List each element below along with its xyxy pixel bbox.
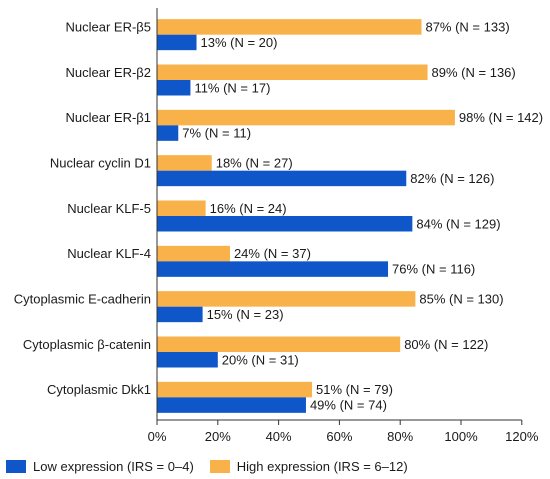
bar-2-low — [157, 125, 179, 141]
category-label-5: Nuclear KLF-4 — [67, 246, 151, 261]
data-label-high-4: 16% (N = 24) — [210, 201, 287, 216]
bar-0-high — [157, 19, 422, 35]
data-label-low-5: 76% (N = 116) — [392, 262, 475, 277]
legend: Low expression (IRS = 0–4) High expressi… — [6, 459, 424, 474]
data-label-high-0: 87% (N = 133) — [425, 19, 509, 34]
data-label-low-3: 82% (N = 126) — [410, 171, 494, 186]
data-label-low-2: 7% (N = 11) — [182, 126, 251, 141]
bar-chart: 87% (N = 133) 13% (N = 20) Nuclear ER-β5 89… — [14, 8, 543, 444]
legend-label-high: High expression (IRS = 6–12) — [236, 459, 408, 474]
data-label-high-1: 89% (N = 136) — [432, 65, 516, 80]
legend-label-low: Low expression (IRS = 0–4) — [33, 459, 194, 474]
category-label-0: Nuclear ER-β5 — [65, 19, 151, 34]
bar-8-low — [157, 397, 306, 413]
bar-1-high — [157, 64, 428, 80]
data-label-high-7: 80% (N = 122) — [404, 337, 488, 352]
bar-6-low — [157, 306, 203, 323]
bar-4-high — [157, 200, 206, 216]
category-label-8: Cytoplasmic Dkk1 — [47, 382, 151, 397]
bar-5-low — [157, 261, 389, 277]
category-label-1: Nuclear ER-β2 — [65, 65, 151, 80]
data-label-low-4: 84% (N = 129) — [416, 216, 500, 231]
data-label-low-7: 20% (N = 31) — [222, 352, 299, 367]
x-tick-label-6: 120% — [505, 429, 539, 444]
legend-item-low: Low expression (IRS = 0–4) — [6, 459, 194, 474]
data-label-low-6: 15% (N = 23) — [207, 307, 284, 322]
category-label-4: Nuclear KLF-5 — [67, 201, 151, 216]
legend-item-high: High expression (IRS = 6–12) — [209, 459, 408, 474]
data-label-high-8: 51% (N = 79) — [316, 382, 393, 397]
bar-6-high — [157, 291, 416, 307]
data-label-high-2: 98% (N = 142) — [459, 110, 543, 125]
data-label-high-5: 24% (N = 37) — [234, 246, 311, 261]
category-label-7: Cytoplasmic β-catenin — [23, 337, 151, 352]
x-tick-label-4: 80% — [387, 429, 413, 444]
bar-1-low — [157, 80, 191, 96]
category-label-6: Cytoplasmic E-cadherin — [14, 291, 151, 306]
data-label-high-3: 18% (N = 27) — [216, 155, 293, 170]
x-tick-label-1: 20% — [205, 429, 231, 444]
x-tick-label-2: 40% — [266, 429, 292, 444]
legend-swatch-high — [209, 460, 230, 473]
category-label-3: Nuclear cyclin D1 — [50, 155, 151, 170]
bar-7-low — [157, 352, 218, 368]
bar-3-low — [157, 170, 407, 187]
data-label-low-0: 13% (N = 20) — [201, 35, 278, 50]
data-label-low-1: 11% (N = 17) — [194, 80, 270, 95]
data-label-low-8: 49% (N = 74) — [310, 398, 387, 413]
legend-swatch-low — [6, 460, 26, 473]
x-tick-label-5: 100% — [444, 429, 478, 444]
category-label-2: Nuclear ER-β1 — [65, 110, 151, 125]
bar-2-high — [157, 109, 455, 126]
bar-5-high — [157, 245, 230, 262]
x-tick-label-0: 0% — [148, 429, 167, 444]
bar-0-low — [157, 34, 197, 51]
bar-7-high — [157, 336, 401, 352]
data-label-high-6: 85% (N = 130) — [419, 291, 503, 306]
bar-4-low — [157, 216, 413, 232]
x-tick-label-3: 60% — [326, 429, 352, 444]
bar-8-high — [157, 381, 313, 398]
bar-3-high — [157, 155, 212, 171]
